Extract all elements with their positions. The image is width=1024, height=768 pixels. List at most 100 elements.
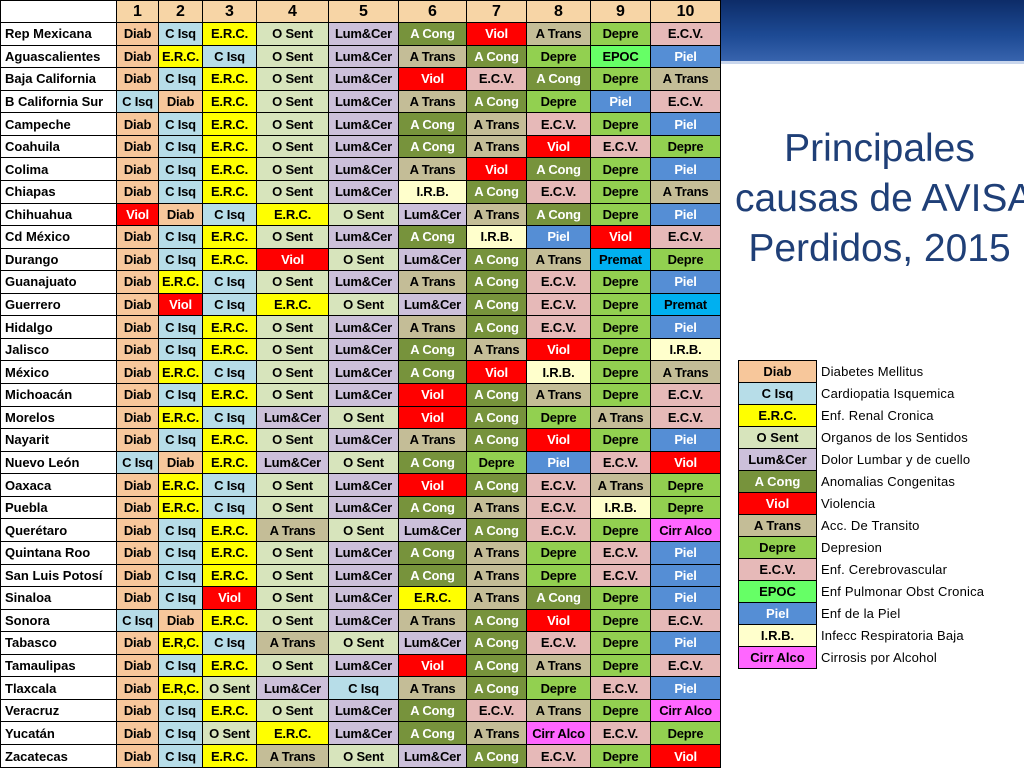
legend-code: E.C.V. [738, 558, 817, 581]
cause-cell: E.C.V. [650, 608, 721, 633]
legend-table: Diab Diabetes Mellitus C Isq Cardiopatia Is… [738, 360, 1018, 669]
cause-cell: Piel [650, 428, 721, 452]
cause-cell: A Trans [650, 67, 721, 91]
cause-cell: O Sent [256, 89, 329, 114]
cause-cell: E.C.V. [650, 89, 721, 114]
cause-cell: O Sent [256, 540, 329, 565]
cause-cell: E.C.V. [650, 653, 721, 678]
cause-cell: A Cong [466, 405, 527, 430]
cause-cell: E.R.C. [202, 112, 257, 136]
cause-cell: O Sent [256, 653, 329, 678]
cause-cell: E.R.C. [398, 586, 467, 610]
table-row: Cd México Diab C Isq E.R.C. O Sent Lum&Cer A C… [0, 225, 721, 249]
cause-cell: E.R.C. [202, 698, 257, 723]
cause-cell: O Sent [256, 225, 329, 249]
legend-row: Diab Diabetes Mellitus [738, 360, 1018, 383]
table-body: Rep Mexicana Diab C Isq E.R.C. O Sent Lum&Cer… [0, 22, 721, 768]
cause-cell: Lum&Cer [328, 67, 399, 91]
state-name: Campeche [0, 112, 117, 136]
cause-cell: Lum&Cer [398, 631, 467, 655]
cause-cell: C Isq [158, 744, 203, 768]
cause-cell: E.R.C. [202, 67, 257, 91]
cause-cell: Depre [590, 157, 651, 181]
cause-cell: A Trans [398, 428, 467, 452]
cause-cell: E.R.C. [202, 315, 257, 339]
state-name: Aguascalientes [0, 44, 117, 69]
cause-cell: C Isq [202, 44, 257, 69]
cause-cell: Depre [650, 721, 721, 745]
cause-cell: Lum&Cer [398, 744, 467, 768]
cause-cell: Depre [650, 247, 721, 272]
cause-cell: A Trans [590, 405, 651, 430]
cause-cell: C Isq [158, 134, 203, 159]
cause-cell: A Trans [466, 540, 527, 565]
cause-cell: O Sent [256, 383, 329, 407]
cause-cell: Lum&Cer [328, 563, 399, 588]
legend-row: O Sent Organos de los Sentidos [738, 426, 1018, 449]
cause-cell: C Isq [202, 631, 257, 655]
cause-cell: A Trans [398, 89, 467, 114]
cause-cell: A Cong [466, 653, 527, 678]
cause-cell: Depre [590, 744, 651, 768]
cause-cell: A Cong [466, 631, 527, 655]
cause-cell: Lum&Cer [328, 608, 399, 633]
cause-cell: E.C.V. [526, 270, 591, 294]
header-row: 1 2 3 4 5 6 7 8 9 10 [0, 0, 721, 23]
cause-cell: C Isq [328, 676, 399, 700]
state-name: Guanajuato [0, 270, 117, 294]
cause-cell: Lum&Cer [328, 653, 399, 678]
cause-cell: C Isq [202, 202, 257, 227]
cause-cell: Depre [590, 631, 651, 655]
cause-cell: Lum&Cer [398, 292, 467, 317]
cause-cell: Diab [116, 586, 159, 610]
cause-cell: A Trans [526, 698, 591, 723]
cause-cell: Depre [650, 495, 721, 520]
cause-cell: Depre [590, 179, 651, 204]
cause-cell: C Isq [158, 698, 203, 723]
cause-cell: Diab [116, 44, 159, 69]
state-name: Rep Mexicana [0, 22, 117, 46]
table-row: Michoacán Diab C Isq E.R.C. O Sent Lum&Cer Vio… [0, 383, 721, 407]
cause-cell: E.R.C. [202, 134, 257, 159]
legend-code: E.R.C. [738, 404, 817, 427]
cause-cell: E.R.C. [158, 473, 203, 497]
rank-header: 6 [398, 0, 467, 23]
cause-cell: Depre [590, 653, 651, 678]
cause-cell: E.C.V. [526, 315, 591, 339]
state-name: Durango [0, 247, 117, 272]
cause-cell: A Trans [526, 22, 591, 46]
table-row: Morelos Diab E.R.C. C Isq Lum&Cer O Sent Viol A… [0, 405, 721, 430]
cause-cell: Depre [590, 383, 651, 407]
cause-cell: C Isq [158, 586, 203, 610]
cause-cell: C Isq [202, 495, 257, 520]
cause-cell: A Trans [256, 518, 329, 542]
cause-cell: Lum&Cer [328, 112, 399, 136]
cause-cell: E.C.V. [590, 540, 651, 565]
state-name: Querétaro [0, 518, 117, 542]
legend-label: Depresion [821, 540, 883, 555]
table-row: Coahuila Diab C Isq E.R.C. O Sent Lum&Cer A Co… [0, 134, 721, 159]
cause-cell: E.R.C. [202, 450, 257, 475]
cause-cell: O Sent [256, 608, 329, 633]
cause-cell: Lum&Cer [328, 157, 399, 181]
cause-cell: C Isq [158, 540, 203, 565]
cause-cell: Viol [398, 653, 467, 678]
cause-cell: Depre [526, 676, 591, 700]
state-name: Tamaulipas [0, 653, 117, 678]
cause-cell: A Trans [466, 721, 527, 745]
state-name: Quintana Roo [0, 540, 117, 565]
state-name: Coahuila [0, 134, 117, 159]
state-name: Jalisco [0, 337, 117, 362]
cause-cell: E.C.V. [590, 721, 651, 745]
cause-cell: Lum&Cer [328, 721, 399, 745]
legend-label: Cirrosis por Alcohol [821, 650, 937, 665]
cause-cell: E.R.C. [202, 540, 257, 565]
cause-cell: Piel [526, 450, 591, 475]
cause-cell: Lum&Cer [328, 586, 399, 610]
state-name: Oaxaca [0, 473, 117, 497]
cause-cell: A Trans [466, 112, 527, 136]
cause-cell: E.C.V. [650, 225, 721, 249]
legend-body: Diab Diabetes Mellitus C Isq Cardiopatia Is… [738, 360, 1018, 669]
rank-header: 7 [466, 0, 527, 23]
legend-row: EPOC Enf Pulmonar Obst Cronica [738, 580, 1018, 603]
